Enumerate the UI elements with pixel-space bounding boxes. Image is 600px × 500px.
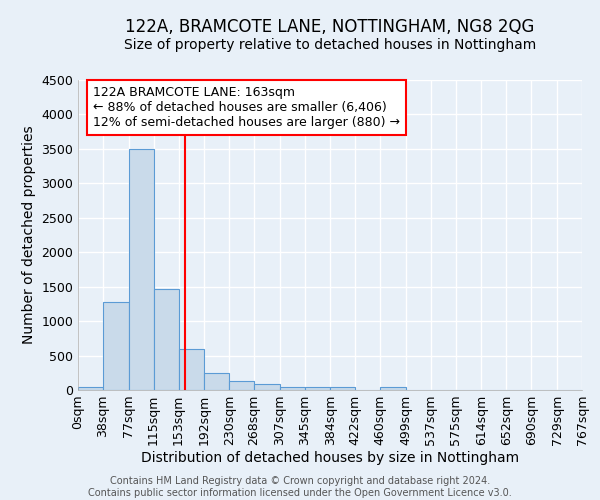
Text: Size of property relative to detached houses in Nottingham: Size of property relative to detached ho… xyxy=(124,38,536,52)
Bar xyxy=(179,350,204,390)
Bar xyxy=(204,373,229,390)
Bar xyxy=(78,386,103,390)
Bar xyxy=(331,387,355,390)
Bar xyxy=(103,302,128,390)
X-axis label: Distribution of detached houses by size in Nottingham: Distribution of detached houses by size … xyxy=(141,451,519,465)
Bar xyxy=(280,386,305,390)
Bar xyxy=(128,149,154,390)
Y-axis label: Number of detached properties: Number of detached properties xyxy=(22,126,36,344)
Text: Contains HM Land Registry data © Crown copyright and database right 2024.
Contai: Contains HM Land Registry data © Crown c… xyxy=(88,476,512,498)
Bar xyxy=(305,387,331,390)
Bar xyxy=(154,288,179,390)
Text: 122A, BRAMCOTE LANE, NOTTINGHAM, NG8 2QG: 122A, BRAMCOTE LANE, NOTTINGHAM, NG8 2QG xyxy=(125,18,535,36)
Bar xyxy=(254,384,280,390)
Bar xyxy=(229,381,254,390)
Text: 122A BRAMCOTE LANE: 163sqm
← 88% of detached houses are smaller (6,406)
12% of s: 122A BRAMCOTE LANE: 163sqm ← 88% of deta… xyxy=(93,86,400,129)
Bar xyxy=(380,386,406,390)
